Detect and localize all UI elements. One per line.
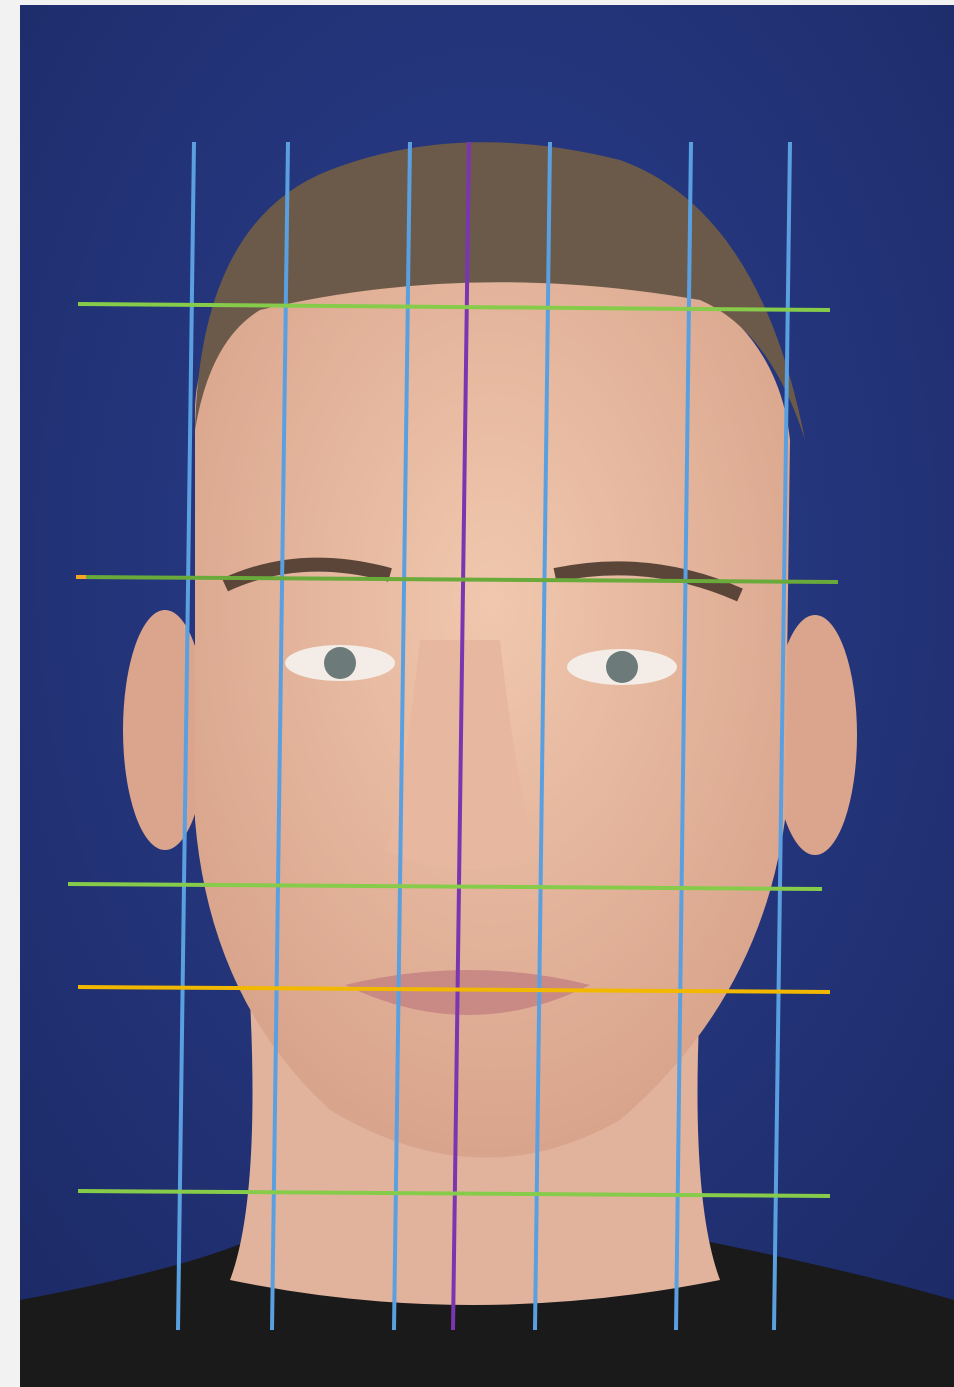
annotated-photo: [0, 0, 954, 1387]
left-iris: [324, 647, 356, 679]
page: [0, 0, 954, 1387]
left-ear: [123, 610, 207, 850]
photo: [20, 5, 954, 1387]
right-iris: [606, 651, 638, 683]
